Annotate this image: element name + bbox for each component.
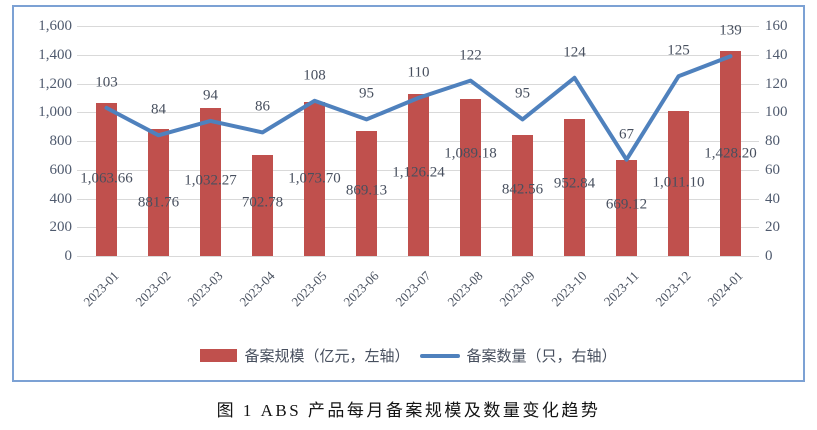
line-value-label: 67: [619, 126, 634, 143]
bar-value-label: 842.56: [501, 181, 544, 198]
legend-item-line-series: 备案数量（只，右轴）: [419, 345, 617, 366]
bar-value-label: 869.13: [345, 182, 388, 199]
line-value-label: 95: [359, 85, 374, 102]
y-gridline: [77, 256, 759, 257]
right-axis-tick-label: 20: [765, 219, 780, 235]
bar: [356, 131, 377, 256]
right-axis-tick-label: 40: [765, 191, 780, 207]
line-value-label: 94: [203, 87, 218, 104]
right-axis-tick-label: 140: [765, 47, 788, 63]
y-gridline: [77, 84, 759, 85]
legend: 备案规模（亿元，左轴） 备案数量（只，右轴）: [14, 345, 803, 366]
line-series-swatch-icon: [419, 353, 460, 358]
bar-value-label: 1,032.27: [184, 172, 237, 189]
bar-value-label: 702.78: [241, 194, 284, 211]
right-axis-tick-label: 60: [765, 162, 780, 178]
bar-series-legend-label: 备案规模（亿元，左轴）: [244, 349, 410, 365]
line-value-label: 124: [563, 44, 586, 61]
left-axis-tick-label: 1,000: [38, 104, 72, 120]
figure-caption: 图 1 ABS 产品每月备案规模及数量变化趋势: [216, 401, 601, 420]
bar-value-label: 1,011.10: [652, 174, 705, 191]
left-axis-tick-label: 400: [49, 191, 73, 207]
left-axis-tick-label: 600: [49, 162, 73, 178]
line-value-label: 95: [515, 85, 530, 102]
y-gridline: [77, 26, 759, 27]
bar-value-label: 881.76: [137, 194, 180, 211]
line-series-legend-label: 备案数量（只，右轴）: [466, 349, 617, 365]
line-value-label: 139: [719, 22, 742, 39]
line-value-label: 125: [667, 42, 690, 59]
right-axis-tick-label: 120: [765, 76, 788, 92]
legend-item-bar-series: 备案规模（亿元，左轴）: [200, 345, 410, 366]
left-axis-tick-label: 0: [64, 248, 73, 264]
line-value-label: 103: [95, 74, 118, 91]
left-axis-tick-label: 800: [49, 133, 73, 149]
chart-area: 1,600 1,400 1,200 1,000 800 600 400 200 0 160 140…: [12, 5, 805, 382]
bar-value-label: 1,063.66: [80, 170, 133, 187]
bar-value-label: 1,089.18: [444, 145, 497, 162]
bar: [616, 159, 637, 256]
bar-series-swatch-icon: [200, 349, 238, 362]
left-axis-tick-label: 200: [49, 219, 73, 235]
line-value-label: 86: [255, 98, 270, 115]
line-value-label: 108: [303, 67, 326, 84]
left-axis-tick-label: 1,600: [38, 18, 72, 34]
line-value-label: 84: [151, 101, 166, 118]
bar-value-label: 669.12: [605, 196, 648, 213]
line-value-label: 110: [407, 64, 430, 81]
right-axis-tick-label: 160: [765, 18, 788, 34]
bar-value-label: 952.84: [553, 175, 596, 192]
y-gridline: [77, 55, 759, 56]
bar: [512, 134, 533, 256]
bar: [460, 99, 481, 256]
left-axis-tick-label: 1,200: [38, 76, 72, 92]
left-axis-tick-label: 1,400: [38, 47, 72, 63]
right-axis-tick-label: 0: [765, 248, 773, 264]
line-value-label: 122: [459, 47, 482, 64]
right-axis-tick-label: 100: [765, 104, 788, 120]
right-axis-tick-label: 80: [765, 133, 780, 149]
bar: [148, 129, 169, 256]
bar-value-label: 1,126.24: [392, 164, 445, 181]
bar-value-label: 1,428.20: [704, 145, 757, 162]
bar: [252, 154, 273, 256]
bar-value-label: 1,073.70: [288, 170, 341, 187]
